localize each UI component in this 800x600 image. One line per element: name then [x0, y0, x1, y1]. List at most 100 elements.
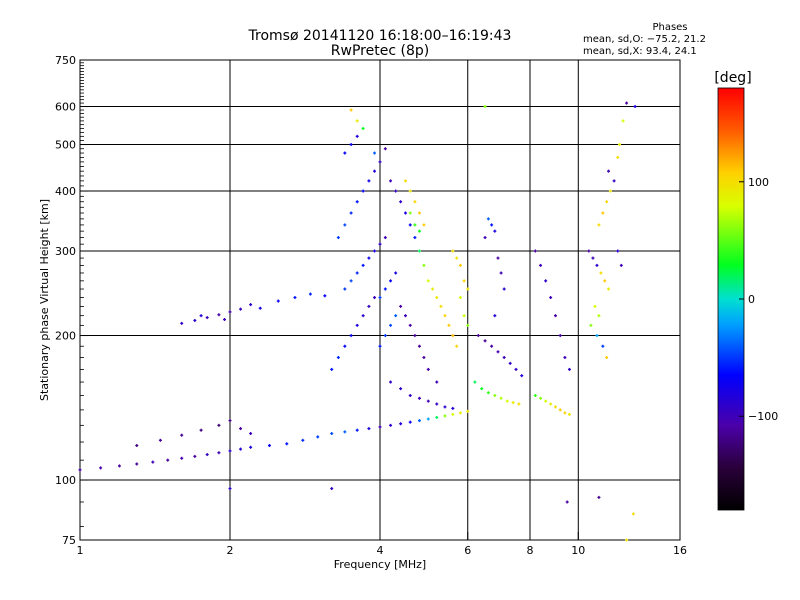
data-point: [394, 314, 398, 318]
data-point: [408, 189, 412, 193]
data-point: [355, 271, 359, 275]
data-point: [435, 402, 439, 406]
data-point: [544, 279, 548, 283]
data-point: [426, 417, 430, 421]
data-point: [451, 412, 455, 416]
data-point: [539, 396, 543, 400]
data-point: [180, 456, 184, 460]
data-point: [605, 355, 609, 359]
x-tick-label: 16: [673, 544, 687, 557]
data-point: [249, 432, 253, 436]
data-point: [78, 468, 82, 472]
data-point: [343, 287, 347, 291]
colorbar-tick-label: −100: [748, 410, 778, 423]
y-tick-label: 400: [55, 185, 76, 198]
data-point: [336, 355, 340, 359]
data-point: [267, 444, 271, 448]
data-point: [403, 179, 407, 183]
data-point: [383, 334, 387, 338]
data-point: [343, 223, 347, 227]
data-point: [455, 344, 459, 348]
data-point: [361, 189, 365, 193]
data-point: [533, 394, 537, 398]
data-point: [603, 279, 607, 283]
data-point: [285, 442, 289, 446]
data-point: [417, 229, 421, 233]
data-point: [439, 304, 443, 308]
data-point: [435, 296, 439, 300]
chart-title: Tromsø 20141120 16:18:00–16:19:43: [248, 28, 512, 44]
grid-lines: [80, 60, 680, 540]
data-point: [228, 310, 232, 314]
data-point: [193, 454, 197, 458]
data-point: [458, 296, 462, 300]
data-point: [293, 296, 297, 300]
data-point: [451, 334, 455, 338]
data-point: [625, 101, 629, 105]
data-point: [422, 355, 426, 359]
data-point: [330, 487, 334, 491]
colorbar-tick-label: 0: [748, 293, 755, 306]
data-point: [323, 294, 327, 298]
data-point: [633, 105, 637, 109]
data-point: [217, 423, 221, 427]
y-tick-label: 600: [55, 101, 76, 114]
data-point: [343, 344, 347, 348]
data-point: [589, 323, 593, 327]
data-point: [361, 263, 365, 267]
data-point: [608, 189, 612, 193]
data-point: [239, 447, 243, 451]
data-point: [199, 314, 203, 318]
data-point: [607, 287, 611, 291]
data-point: [205, 453, 209, 457]
data-point: [349, 211, 353, 215]
data-point: [466, 409, 470, 413]
data-point: [417, 249, 421, 253]
data-point: [462, 314, 466, 318]
data-point: [389, 179, 393, 183]
data-point: [435, 415, 439, 419]
data-point: [378, 344, 382, 348]
data-point: [587, 249, 591, 253]
data-point: [408, 394, 412, 398]
data-point: [486, 217, 490, 221]
data-point: [565, 500, 569, 504]
data-point: [343, 430, 347, 434]
data-point: [355, 323, 359, 327]
x-tick-label: 4: [377, 544, 384, 557]
data-point: [480, 387, 484, 391]
data-point: [621, 119, 625, 123]
data-point: [466, 287, 470, 291]
data-point: [361, 126, 365, 130]
data-point: [389, 423, 393, 427]
data-point: [625, 538, 629, 542]
data-point: [408, 223, 412, 227]
data-point: [417, 211, 421, 215]
colorbar-tick-label: 100: [748, 176, 769, 189]
data-point: [496, 350, 500, 354]
data-point: [301, 438, 305, 442]
data-point: [378, 242, 382, 246]
chart-subtitle: RwPretec (8p): [331, 43, 429, 59]
x-tick-label: 6: [464, 544, 471, 557]
data-point: [483, 236, 487, 240]
data-point: [558, 334, 562, 338]
data-point: [493, 314, 497, 318]
data-point: [502, 287, 506, 291]
data-point: [593, 304, 597, 308]
y-tick-label: 300: [55, 245, 76, 258]
data-point: [417, 419, 421, 423]
x-tick-label: 10: [571, 544, 585, 557]
data-point: [601, 344, 605, 348]
data-point: [451, 406, 455, 410]
data-point: [490, 223, 494, 227]
data-point: [508, 361, 512, 365]
x-tick-label: 1: [77, 544, 84, 557]
colorbar-ticks: 100 0 −100: [739, 176, 778, 423]
data-point: [431, 287, 435, 291]
y-tick-label: 100: [55, 474, 76, 487]
data-point: [549, 296, 553, 300]
data-point: [217, 451, 221, 455]
data-point: [553, 405, 557, 409]
